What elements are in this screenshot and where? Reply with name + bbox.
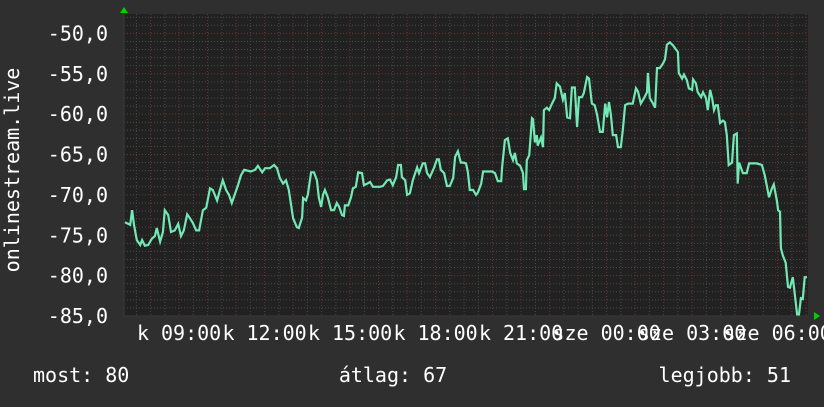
x-tick-label: k 09:00: [137, 321, 221, 345]
x-tick-label: k 15:00: [308, 321, 392, 345]
x-tick-label: k 21:00: [479, 321, 563, 345]
legend-average: átlag: 67: [339, 363, 447, 387]
x-tick-label: k 18:00: [393, 321, 477, 345]
y-tick-label: -85,0: [48, 304, 108, 328]
legend-best: legjobb: 51: [659, 363, 791, 387]
y-tick-label: -80,0: [48, 264, 108, 288]
legend-current: most: 80: [33, 363, 129, 387]
y-tick-label: -70,0: [48, 183, 108, 207]
y-tick-label: -50,0: [48, 21, 108, 45]
x-tick-label: k 12:00: [222, 321, 306, 345]
y-tick-label: -55,0: [48, 62, 108, 86]
y-tick-label: -75,0: [48, 223, 108, 247]
y-tick-label: -65,0: [48, 143, 108, 167]
y-tick-label: -60,0: [48, 102, 108, 126]
y-axis-title: onlinestream.live: [0, 68, 24, 273]
x-tick-label: sze 06:00: [723, 321, 824, 345]
